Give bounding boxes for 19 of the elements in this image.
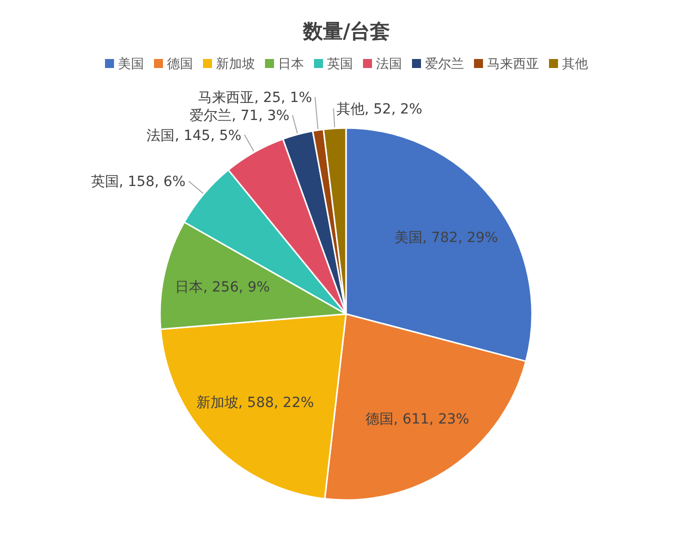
data-label: 新加坡, 588, 22% bbox=[196, 394, 314, 411]
legend-label: 美国 bbox=[118, 57, 144, 72]
title: 数量/台套 bbox=[302, 19, 390, 43]
legend-label: 新加坡 bbox=[216, 57, 255, 72]
data-label: 日本, 256, 9% bbox=[175, 280, 270, 296]
data-label: 美国, 782, 29% bbox=[394, 230, 498, 246]
data-label: 德国, 611, 23% bbox=[366, 411, 470, 428]
legend-label: 法国 bbox=[376, 57, 402, 72]
data-label: 爱尔兰, 71, 3% bbox=[190, 108, 290, 124]
data-label: 法国, 145, 5% bbox=[146, 128, 242, 144]
legend-label: 马来西亚 bbox=[487, 57, 539, 72]
data-label: 马来西亚, 25, 1% bbox=[198, 90, 312, 106]
legend-label: 爱尔兰 bbox=[425, 57, 464, 72]
legend-label: 日本 bbox=[278, 57, 304, 72]
data-label: 英国, 158, 6% bbox=[90, 174, 186, 190]
legend-label: 英国 bbox=[327, 57, 353, 72]
legend-label: 其他 bbox=[562, 57, 588, 72]
legend-label: 德国 bbox=[167, 57, 193, 72]
data-label: 其他, 52, 2% bbox=[336, 101, 422, 118]
